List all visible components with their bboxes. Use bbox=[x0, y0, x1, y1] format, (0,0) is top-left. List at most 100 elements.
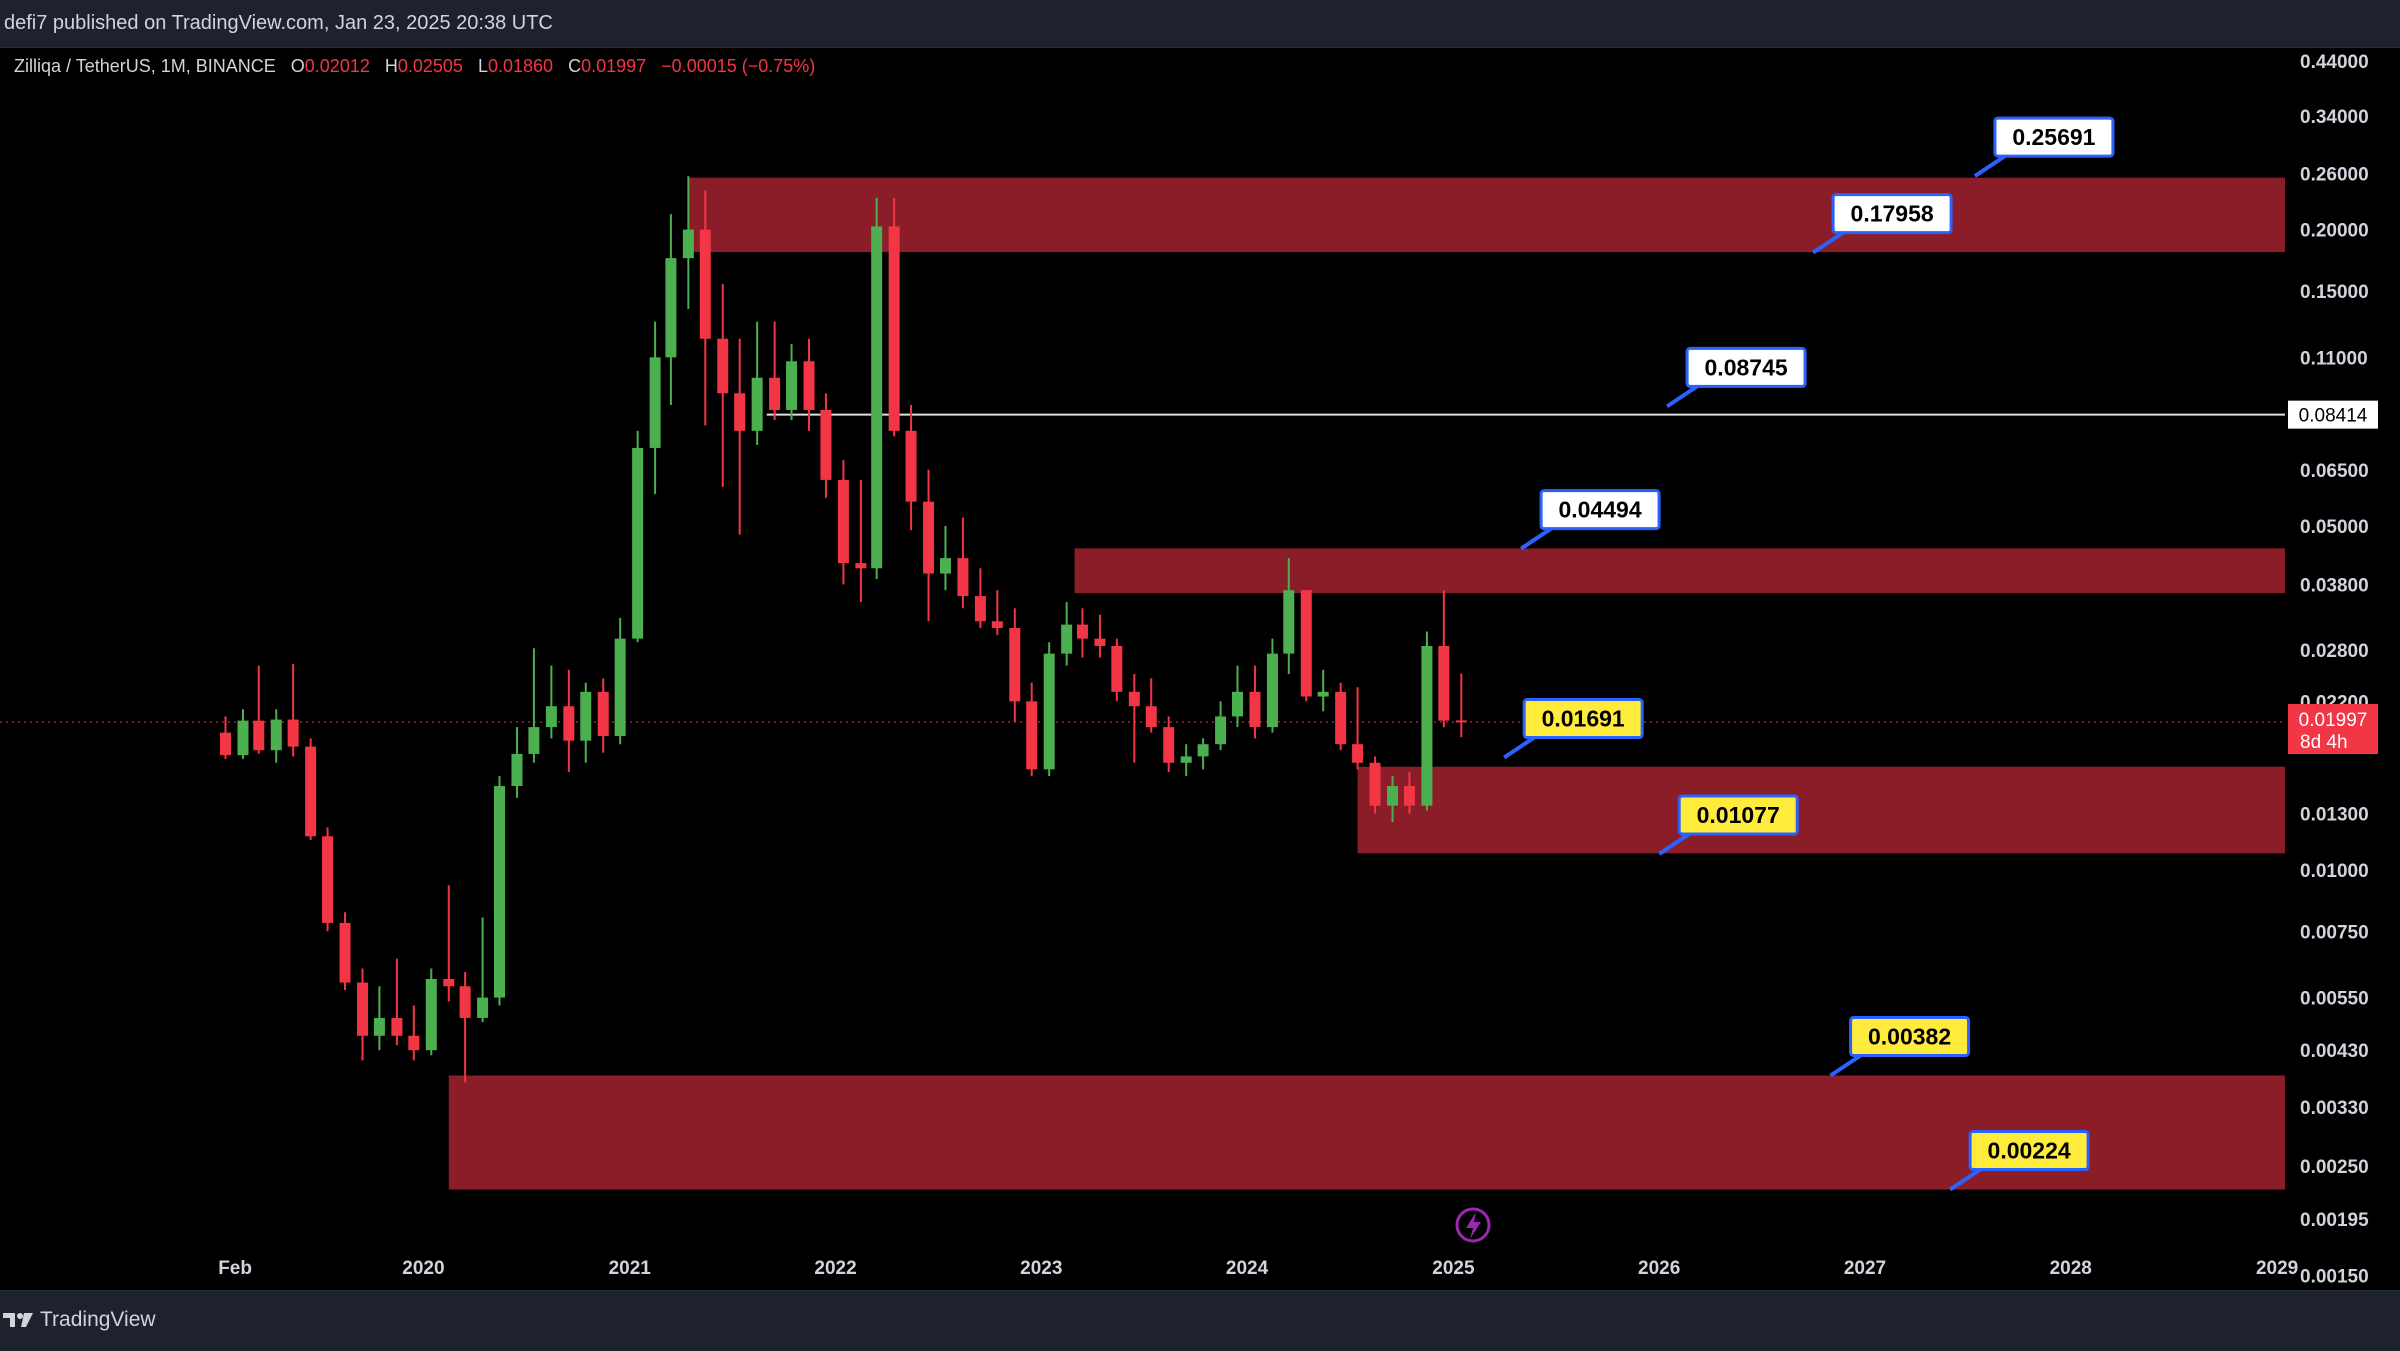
candle bbox=[1180, 744, 1192, 777]
candle bbox=[1387, 776, 1399, 823]
candle-body bbox=[699, 229, 711, 339]
brand-label: TradingView bbox=[40, 1308, 156, 1331]
callout-label: 0.17958 bbox=[1851, 201, 1934, 227]
time-tick-label: 2028 bbox=[2050, 1258, 2092, 1279]
candle-body bbox=[1317, 691, 1329, 697]
price-tick-label: 0.00195 bbox=[2300, 1210, 2369, 1231]
candle-body bbox=[1163, 727, 1175, 763]
time-tick-label: 2021 bbox=[609, 1258, 652, 1279]
published-info: defi7 published on TradingView.com, Jan … bbox=[4, 12, 553, 34]
candle bbox=[339, 912, 351, 990]
candle-body bbox=[477, 997, 489, 1018]
candle-body bbox=[820, 409, 832, 480]
candle bbox=[322, 827, 334, 932]
candle-body bbox=[1215, 716, 1227, 745]
candle-body bbox=[786, 361, 798, 410]
candle-body bbox=[614, 638, 626, 737]
callout-pointer bbox=[1503, 735, 1536, 760]
candle bbox=[855, 479, 867, 603]
price-tick-label: 0.06500 bbox=[2300, 461, 2369, 482]
callout-box bbox=[1968, 1130, 2090, 1172]
candle bbox=[717, 284, 729, 487]
price-tick-label: 0.00430 bbox=[2300, 1041, 2369, 1062]
lightning-icon[interactable] bbox=[1455, 1207, 1491, 1243]
candle bbox=[357, 968, 369, 1061]
candle bbox=[1128, 673, 1140, 763]
candle-body bbox=[1300, 590, 1312, 697]
supply-demand-zone bbox=[1357, 766, 2285, 854]
callout-pointer bbox=[1948, 1167, 1982, 1192]
candle-body bbox=[459, 986, 471, 1018]
symbol-title[interactable]: Zilliqa / TetherUS, 1M, BINANCE bbox=[14, 56, 276, 76]
chart-area[interactable]: 0.25691 0.17958 0.08745 0.04494 0.01691 0.010… bbox=[0, 47, 2400, 1290]
candle bbox=[1043, 642, 1055, 777]
candle bbox=[1283, 558, 1295, 674]
candle-body bbox=[871, 226, 883, 569]
callout-pointer bbox=[1519, 527, 1553, 551]
footer-bar: TradingView bbox=[0, 1290, 2400, 1351]
candle bbox=[270, 709, 282, 763]
candle bbox=[408, 1005, 420, 1061]
candle bbox=[443, 885, 455, 1002]
time-tick-label: 2024 bbox=[1226, 1258, 1269, 1279]
candle bbox=[1163, 716, 1175, 773]
tradingview-logo-icon[interactable] bbox=[0, 1305, 36, 1335]
price-callout: 0.01691 bbox=[1503, 698, 1644, 760]
close-label: C bbox=[568, 56, 582, 76]
candle bbox=[237, 709, 249, 759]
candle-body bbox=[1387, 786, 1399, 806]
close-value: 0.01997 bbox=[581, 56, 647, 76]
candle bbox=[563, 669, 575, 773]
callout-box bbox=[1685, 346, 1807, 388]
time-tick-label: Feb bbox=[218, 1258, 252, 1279]
open-label: O bbox=[290, 56, 305, 76]
candle-body bbox=[287, 719, 299, 747]
candle bbox=[820, 393, 832, 498]
candle-body bbox=[1145, 706, 1157, 728]
callout-box bbox=[1522, 698, 1644, 740]
candle-body bbox=[237, 720, 249, 756]
candle bbox=[391, 958, 403, 1046]
price-tick-label: 0.05000 bbox=[2300, 517, 2369, 538]
candle-body bbox=[682, 229, 694, 259]
candle-body bbox=[1335, 691, 1347, 745]
price-tick-label: 0.03800 bbox=[2300, 576, 2369, 597]
candle bbox=[1352, 687, 1364, 770]
candle-body bbox=[1369, 762, 1381, 806]
time-tick-label: 2023 bbox=[1020, 1258, 1062, 1279]
supply-demand-zone bbox=[688, 177, 2285, 253]
price-tick-label: 0.00550 bbox=[2300, 989, 2369, 1010]
candle bbox=[1026, 682, 1038, 777]
candle-body bbox=[597, 691, 609, 737]
low-value: 0.01860 bbox=[487, 56, 554, 76]
change-value: −0.00015 (−0.75%) bbox=[661, 56, 816, 76]
candle-body bbox=[220, 732, 232, 756]
price-tick-label: 0.01300 bbox=[2300, 805, 2369, 826]
price-tick-label: 0.00330 bbox=[2300, 1098, 2369, 1119]
candle bbox=[1300, 590, 1312, 702]
candle-body bbox=[408, 1035, 420, 1051]
candle-body bbox=[1455, 720, 1467, 723]
candle bbox=[253, 665, 265, 754]
candle bbox=[871, 197, 883, 579]
candle bbox=[1076, 608, 1088, 658]
candle bbox=[1403, 772, 1415, 814]
candle bbox=[923, 469, 935, 622]
candle-body bbox=[545, 706, 557, 728]
candles-layer bbox=[220, 176, 1467, 1083]
price-tick-label: 0.02800 bbox=[2300, 641, 2369, 662]
candle-body bbox=[665, 258, 677, 358]
candle-body bbox=[1026, 701, 1038, 770]
candle bbox=[1111, 638, 1123, 702]
candle bbox=[699, 190, 711, 426]
candle bbox=[1009, 608, 1021, 722]
symbol-legend: Zilliqa / TetherUS, 1M, BINANCE O0.02012… bbox=[14, 56, 815, 77]
candle-body bbox=[734, 393, 746, 431]
candle bbox=[597, 678, 609, 753]
hline-price-badge bbox=[2288, 400, 2378, 429]
high-label: H bbox=[384, 56, 398, 76]
candle-body bbox=[322, 836, 334, 923]
candle-body bbox=[1128, 691, 1140, 707]
candle bbox=[1335, 682, 1347, 751]
countdown-label: 8d 4h bbox=[2300, 732, 2348, 753]
